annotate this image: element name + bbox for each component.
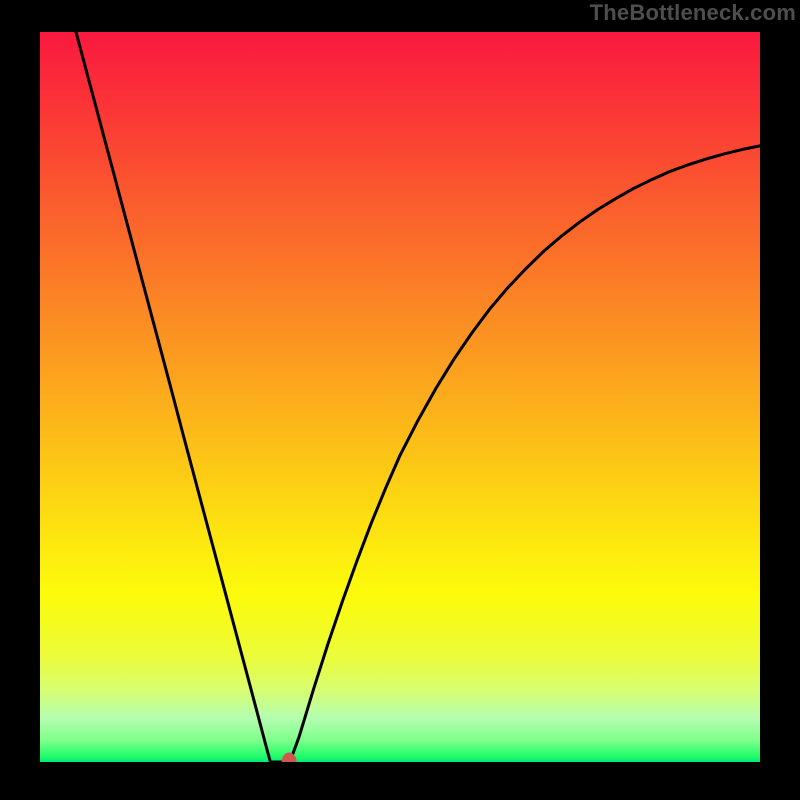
optimum-marker bbox=[40, 32, 760, 762]
watermark-text: TheBottleneck.com bbox=[590, 0, 796, 26]
plot-area bbox=[40, 32, 760, 762]
chart-container: TheBottleneck.com bbox=[0, 0, 800, 800]
